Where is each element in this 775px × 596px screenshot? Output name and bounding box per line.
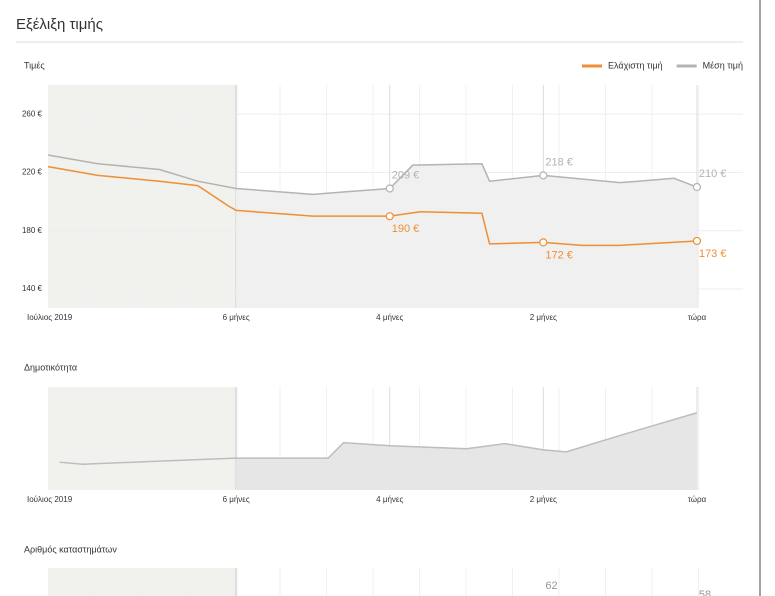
x-tick-label: 6 μήνες — [223, 313, 250, 322]
value-label: 209 € — [392, 169, 420, 181]
y-tick-label: 180 € — [22, 226, 43, 235]
shaded-region — [48, 568, 237, 596]
value-label: 218 € — [545, 156, 573, 168]
y-tick-label: 220 € — [22, 168, 43, 177]
value-label: 62 — [545, 580, 557, 592]
page-title: Εξέλιξη τιμής — [16, 16, 103, 33]
x-tick-label: 4 μήνες — [376, 495, 403, 504]
marker — [539, 238, 548, 247]
marker — [385, 212, 394, 221]
x-tick-label: τώρα — [688, 495, 707, 504]
chart-title: Αριθμός καταστημάτων — [24, 544, 117, 554]
marker — [692, 182, 702, 192]
marker — [539, 171, 548, 180]
x-tick-label: 2 μήνες — [530, 313, 557, 322]
x-tick-label: τώρα — [688, 313, 707, 322]
area — [236, 412, 697, 490]
x-tick-label: 2 μήνες — [530, 495, 557, 504]
marker — [692, 236, 702, 246]
y-tick-label: 140 € — [22, 284, 43, 293]
legend-label: Μέση τιμή — [703, 60, 743, 70]
x-tick-label: Ιούλιος 2019 — [27, 495, 73, 504]
shaded-region — [48, 85, 237, 308]
value-label: 210 € — [699, 168, 727, 180]
x-tick-label: Ιούλιος 2019 — [27, 313, 73, 322]
legend-label: Ελάχιστη τιμή — [608, 60, 663, 70]
shaded-region — [48, 387, 237, 490]
value-label: 173 € — [699, 248, 727, 260]
x-tick-label: 6 μήνες — [223, 495, 250, 504]
chart-title: Τιμές — [24, 60, 45, 70]
chart-title: Δημοτικότητα — [24, 362, 77, 372]
marker — [385, 184, 394, 193]
value-label: 58 — [699, 589, 711, 596]
area — [236, 163, 697, 308]
y-tick-label: 260 € — [22, 109, 43, 118]
value-label: 172 € — [545, 249, 573, 261]
line — [59, 412, 698, 466]
x-tick-label: 4 μήνες — [376, 313, 403, 322]
value-label: 190 € — [392, 223, 420, 235]
